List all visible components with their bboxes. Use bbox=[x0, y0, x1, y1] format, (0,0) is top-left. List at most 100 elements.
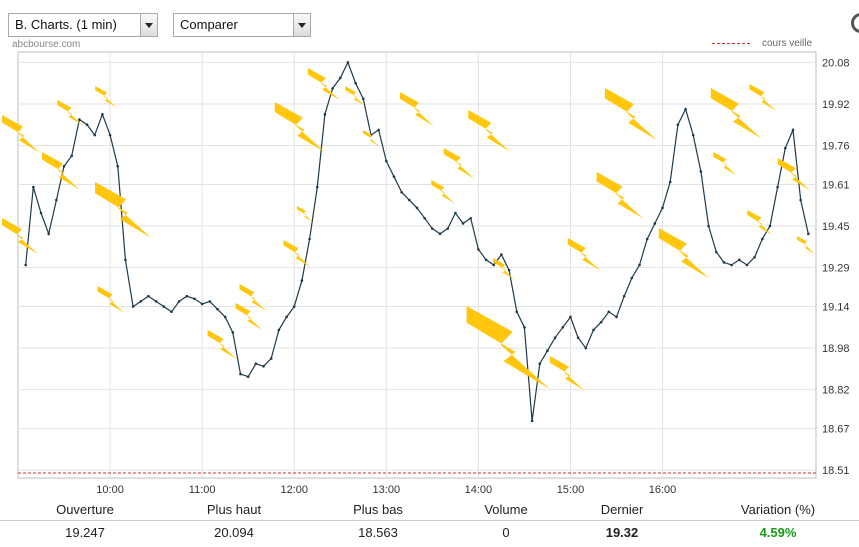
series-point: 11:00 19.15 bbox=[200, 302, 204, 306]
lightning-bolt bbox=[493, 258, 515, 280]
series-point: 15:40 19.25 bbox=[630, 276, 634, 280]
series-point: 15:10 18.98 bbox=[584, 346, 588, 350]
x-tick-label: 13:00 bbox=[373, 484, 401, 496]
lightning-bolt bbox=[658, 228, 710, 279]
lightning-bolt bbox=[567, 238, 601, 271]
series-point: 16:20 19.8 bbox=[691, 133, 695, 137]
series-point: 10:20 19.16 bbox=[139, 300, 143, 303]
series-point: 16:40 19.31 bbox=[722, 261, 726, 264]
x-tick-label: 11:00 bbox=[189, 484, 216, 496]
series-point: 14:20 19.28 bbox=[507, 268, 511, 272]
lightning-bolt bbox=[2, 218, 38, 254]
series-point: 14:00 19.36 bbox=[477, 248, 480, 251]
series-point: 11:45 18.94 bbox=[269, 357, 273, 360]
legend-label: cours veille bbox=[762, 38, 813, 49]
series-point: 10:25 19.18 bbox=[147, 294, 150, 298]
lightning-bolt bbox=[596, 172, 644, 219]
series-point: 13:25 19.48 bbox=[423, 216, 426, 220]
series-point: 10:00 19.8 bbox=[108, 133, 112, 137]
series-point: 15:50 19.4 bbox=[645, 237, 649, 241]
series-point: 10:15 19.14 bbox=[131, 305, 135, 308]
chart-type-select[interactable]: B. Charts. (1 min) bbox=[8, 13, 158, 37]
stat-value-last: 19.32 bbox=[605, 525, 639, 540]
series-point: 16:35 19.35 bbox=[714, 250, 718, 254]
lightning-bolt bbox=[307, 68, 341, 101]
x-tick-label: 12:00 bbox=[280, 484, 308, 496]
y-tick-label: 19.45 bbox=[822, 221, 850, 233]
stat-value-open: 19.247 bbox=[65, 525, 105, 540]
series-point: 16:25 19.66 bbox=[699, 170, 703, 173]
lightning-bolt bbox=[749, 84, 777, 111]
lightning-bolt bbox=[549, 356, 585, 391]
series-point: 10:40 19.12 bbox=[170, 310, 173, 314]
y-tick-label: 19.61 bbox=[822, 179, 850, 191]
chart-type-select-value: B. Charts. (1 min) bbox=[15, 17, 117, 32]
series-point: 09:35 19.72 bbox=[70, 154, 74, 158]
series-point: 13:30 19.44 bbox=[431, 227, 434, 230]
series-point: 13:35 19.42 bbox=[438, 232, 442, 236]
series-point: 10:10 19.32 bbox=[124, 258, 127, 262]
series-point: 14:45 18.97 bbox=[546, 349, 549, 353]
series-point: 13:45 19.5 bbox=[454, 211, 457, 215]
series-point: 13:55 19.48 bbox=[469, 216, 473, 220]
lightning-bolt bbox=[57, 100, 83, 126]
lightning-bolt bbox=[95, 86, 117, 108]
series-point: 13:20 19.52 bbox=[415, 206, 419, 210]
lightning-bolt bbox=[713, 152, 737, 176]
y-tick-label: 19.29 bbox=[822, 263, 850, 275]
series-point: 16:30 19.45 bbox=[707, 224, 710, 228]
grid bbox=[17, 51, 817, 479]
settings-icon[interactable] bbox=[851, 13, 859, 33]
series-point: 15:30 19.1 bbox=[615, 315, 618, 319]
series-point: 14:15 19.34 bbox=[500, 253, 503, 256]
series-point: 13:10 19.58 bbox=[400, 190, 403, 194]
stat-label-last: Dernier bbox=[600, 502, 644, 517]
series-point: 12:20 19.88 bbox=[323, 113, 327, 116]
series-point: 13:40 19.44 bbox=[446, 227, 449, 230]
series-point: 15:20 19.08 bbox=[599, 320, 603, 324]
series-point: 13:15 19.55 bbox=[408, 198, 411, 202]
stat-label-high: Plus haut bbox=[206, 502, 262, 517]
price-series: 09:05 19.3 09:10 19.6 09:15 19.5 09:20 19.4… bbox=[24, 60, 810, 423]
series-point: 09:25 19.55 bbox=[55, 198, 58, 202]
chevron-down-icon[interactable] bbox=[140, 14, 157, 36]
lightning-bolt bbox=[239, 284, 267, 311]
stat-value-volume: 0 bbox=[502, 525, 510, 540]
compare-select[interactable]: Comparer bbox=[173, 13, 311, 37]
series-point: 11:20 19.04 bbox=[231, 331, 235, 334]
series-point: 11:35 18.92 bbox=[254, 362, 258, 366]
stat-value-high: 20.094 bbox=[214, 525, 254, 540]
series-point: 17:30 19.55 bbox=[799, 198, 802, 202]
series-point: 17:15 19.6 bbox=[776, 185, 779, 189]
series-point: 13:00 19.7 bbox=[385, 159, 388, 163]
series-point: 16:50 19.32 bbox=[737, 258, 741, 262]
series-point: 15:45 19.3 bbox=[638, 263, 641, 267]
lightning-bolt bbox=[797, 236, 815, 254]
toolbar: B. Charts. (1 min) Comparer bbox=[0, 0, 859, 44]
series-point: 11:40 18.91 bbox=[262, 365, 265, 368]
chevron-down-icon[interactable] bbox=[293, 14, 310, 36]
lightning-bolt bbox=[207, 330, 237, 359]
y-tick-label: 18.51 bbox=[822, 465, 850, 477]
series-point: 10:55 19.17 bbox=[193, 297, 196, 301]
series-point: 17:20 19.75 bbox=[784, 146, 787, 150]
series-point: 11:25 18.88 bbox=[239, 372, 242, 376]
lightning-bolt bbox=[2, 115, 40, 153]
series-point: 11:05 19.16 bbox=[208, 300, 212, 303]
lightning-bolt bbox=[296, 206, 314, 223]
series-point: 10:45 19.16 bbox=[177, 300, 181, 303]
series-point: 12:00 19.14 bbox=[292, 305, 296, 308]
series-point: 12:55 19.82 bbox=[377, 128, 380, 132]
series-point: 13:05 19.64 bbox=[392, 175, 396, 178]
series-point: 16:15 19.9 bbox=[684, 107, 687, 111]
stat-label-volume: Volume bbox=[484, 502, 528, 517]
lightning-bolt bbox=[777, 158, 811, 191]
series-point: 11:10 19.13 bbox=[216, 307, 219, 311]
series-point: 16:55 19.3 bbox=[745, 263, 749, 267]
series-point: 11:30 18.87 bbox=[246, 375, 250, 378]
lightning-bolt bbox=[710, 88, 762, 139]
series-point: 12:10 19.4 bbox=[308, 237, 311, 241]
series-point: 09:20 19.42 bbox=[47, 232, 50, 236]
series-point: 14:55 19.06 bbox=[561, 326, 565, 329]
series-point: 09:50 19.8 bbox=[93, 133, 97, 137]
